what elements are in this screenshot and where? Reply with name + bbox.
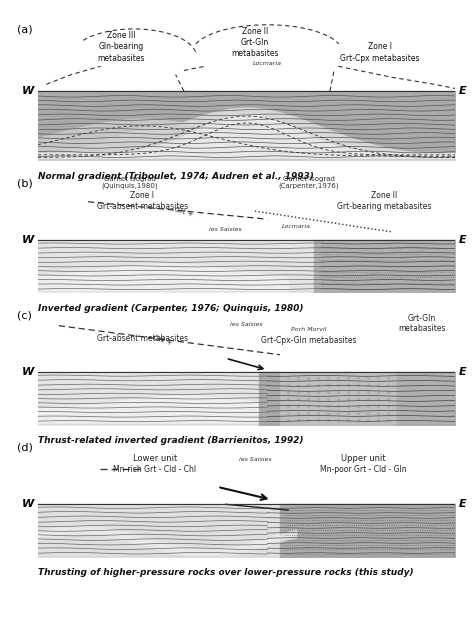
Text: Zone I
Grt-Cpx metabasites: Zone I Grt-Cpx metabasites — [340, 42, 419, 62]
Text: Zone II
Grt-bearing metabasites: Zone II Grt-bearing metabasites — [337, 191, 431, 211]
Text: Mn-rich Grt - Cld - Chl: Mn-rich Grt - Cld - Chl — [113, 465, 196, 474]
Text: Locmaria: Locmaria — [282, 225, 311, 230]
Text: Locmaria: Locmaria — [253, 61, 282, 66]
Text: Grt-Cpx-Gln metabasites: Grt-Cpx-Gln metabasites — [261, 336, 357, 345]
Text: E: E — [459, 499, 467, 509]
Text: Garnet isograd
(Quinquis,1980): Garnet isograd (Quinquis,1980) — [101, 175, 158, 189]
Text: Normal gradient (Triboulet, 1974; Audren et al., 1993): Normal gradient (Triboulet, 1974; Audren… — [38, 172, 314, 181]
Text: Grt-absent metabasites: Grt-absent metabasites — [97, 334, 188, 343]
Text: Zone II
Grt-Gln
metabasites: Zone II Grt-Gln metabasites — [231, 27, 279, 58]
Text: Inverted gradient (Carpenter, 1976; Quinquis, 1980): Inverted gradient (Carpenter, 1976; Quin… — [38, 304, 303, 313]
Text: Grt +: Grt + — [174, 206, 194, 218]
Text: les Saisies: les Saisies — [238, 457, 271, 462]
Text: les Salsies: les Salsies — [230, 321, 263, 326]
Text: Zone III
Gln-bearing
metabasites: Zone III Gln-bearing metabasites — [98, 31, 145, 62]
Text: Grt +: Grt + — [153, 334, 173, 347]
Text: E: E — [459, 367, 467, 377]
Text: Mn-poor Grt - Cld - Gln: Mn-poor Grt - Cld - Gln — [320, 465, 407, 474]
Text: Porh Morvil: Porh Morvil — [292, 328, 327, 333]
Text: Grt-Gln
metabasites: Grt-Gln metabasites — [398, 314, 446, 333]
Text: (c): (c) — [17, 311, 32, 321]
Text: W: W — [21, 86, 34, 96]
Text: Thrusting of higher-pressure rocks over lower-pressure rocks (this study): Thrusting of higher-pressure rocks over … — [38, 568, 413, 577]
Text: (a): (a) — [17, 25, 33, 35]
Text: Zone I
Grt-absent metabasites: Zone I Grt-absent metabasites — [97, 191, 188, 211]
Text: Lower unit: Lower unit — [133, 454, 177, 463]
Text: W: W — [21, 235, 34, 245]
Text: W: W — [21, 499, 34, 509]
Text: (b): (b) — [17, 179, 33, 189]
Text: les Saisles: les Saisles — [210, 227, 242, 232]
Text: (d): (d) — [17, 443, 33, 453]
Text: E: E — [459, 235, 467, 245]
Text: Thrust-related inverted gradient (Barrienitos, 1992): Thrust-related inverted gradient (Barrie… — [38, 436, 303, 445]
Text: W: W — [21, 367, 34, 377]
Text: Upper unit: Upper unit — [341, 454, 385, 463]
Text: Garnet isograd
(Carpenter,1976): Garnet isograd (Carpenter,1976) — [279, 175, 339, 189]
Text: E: E — [459, 86, 467, 96]
